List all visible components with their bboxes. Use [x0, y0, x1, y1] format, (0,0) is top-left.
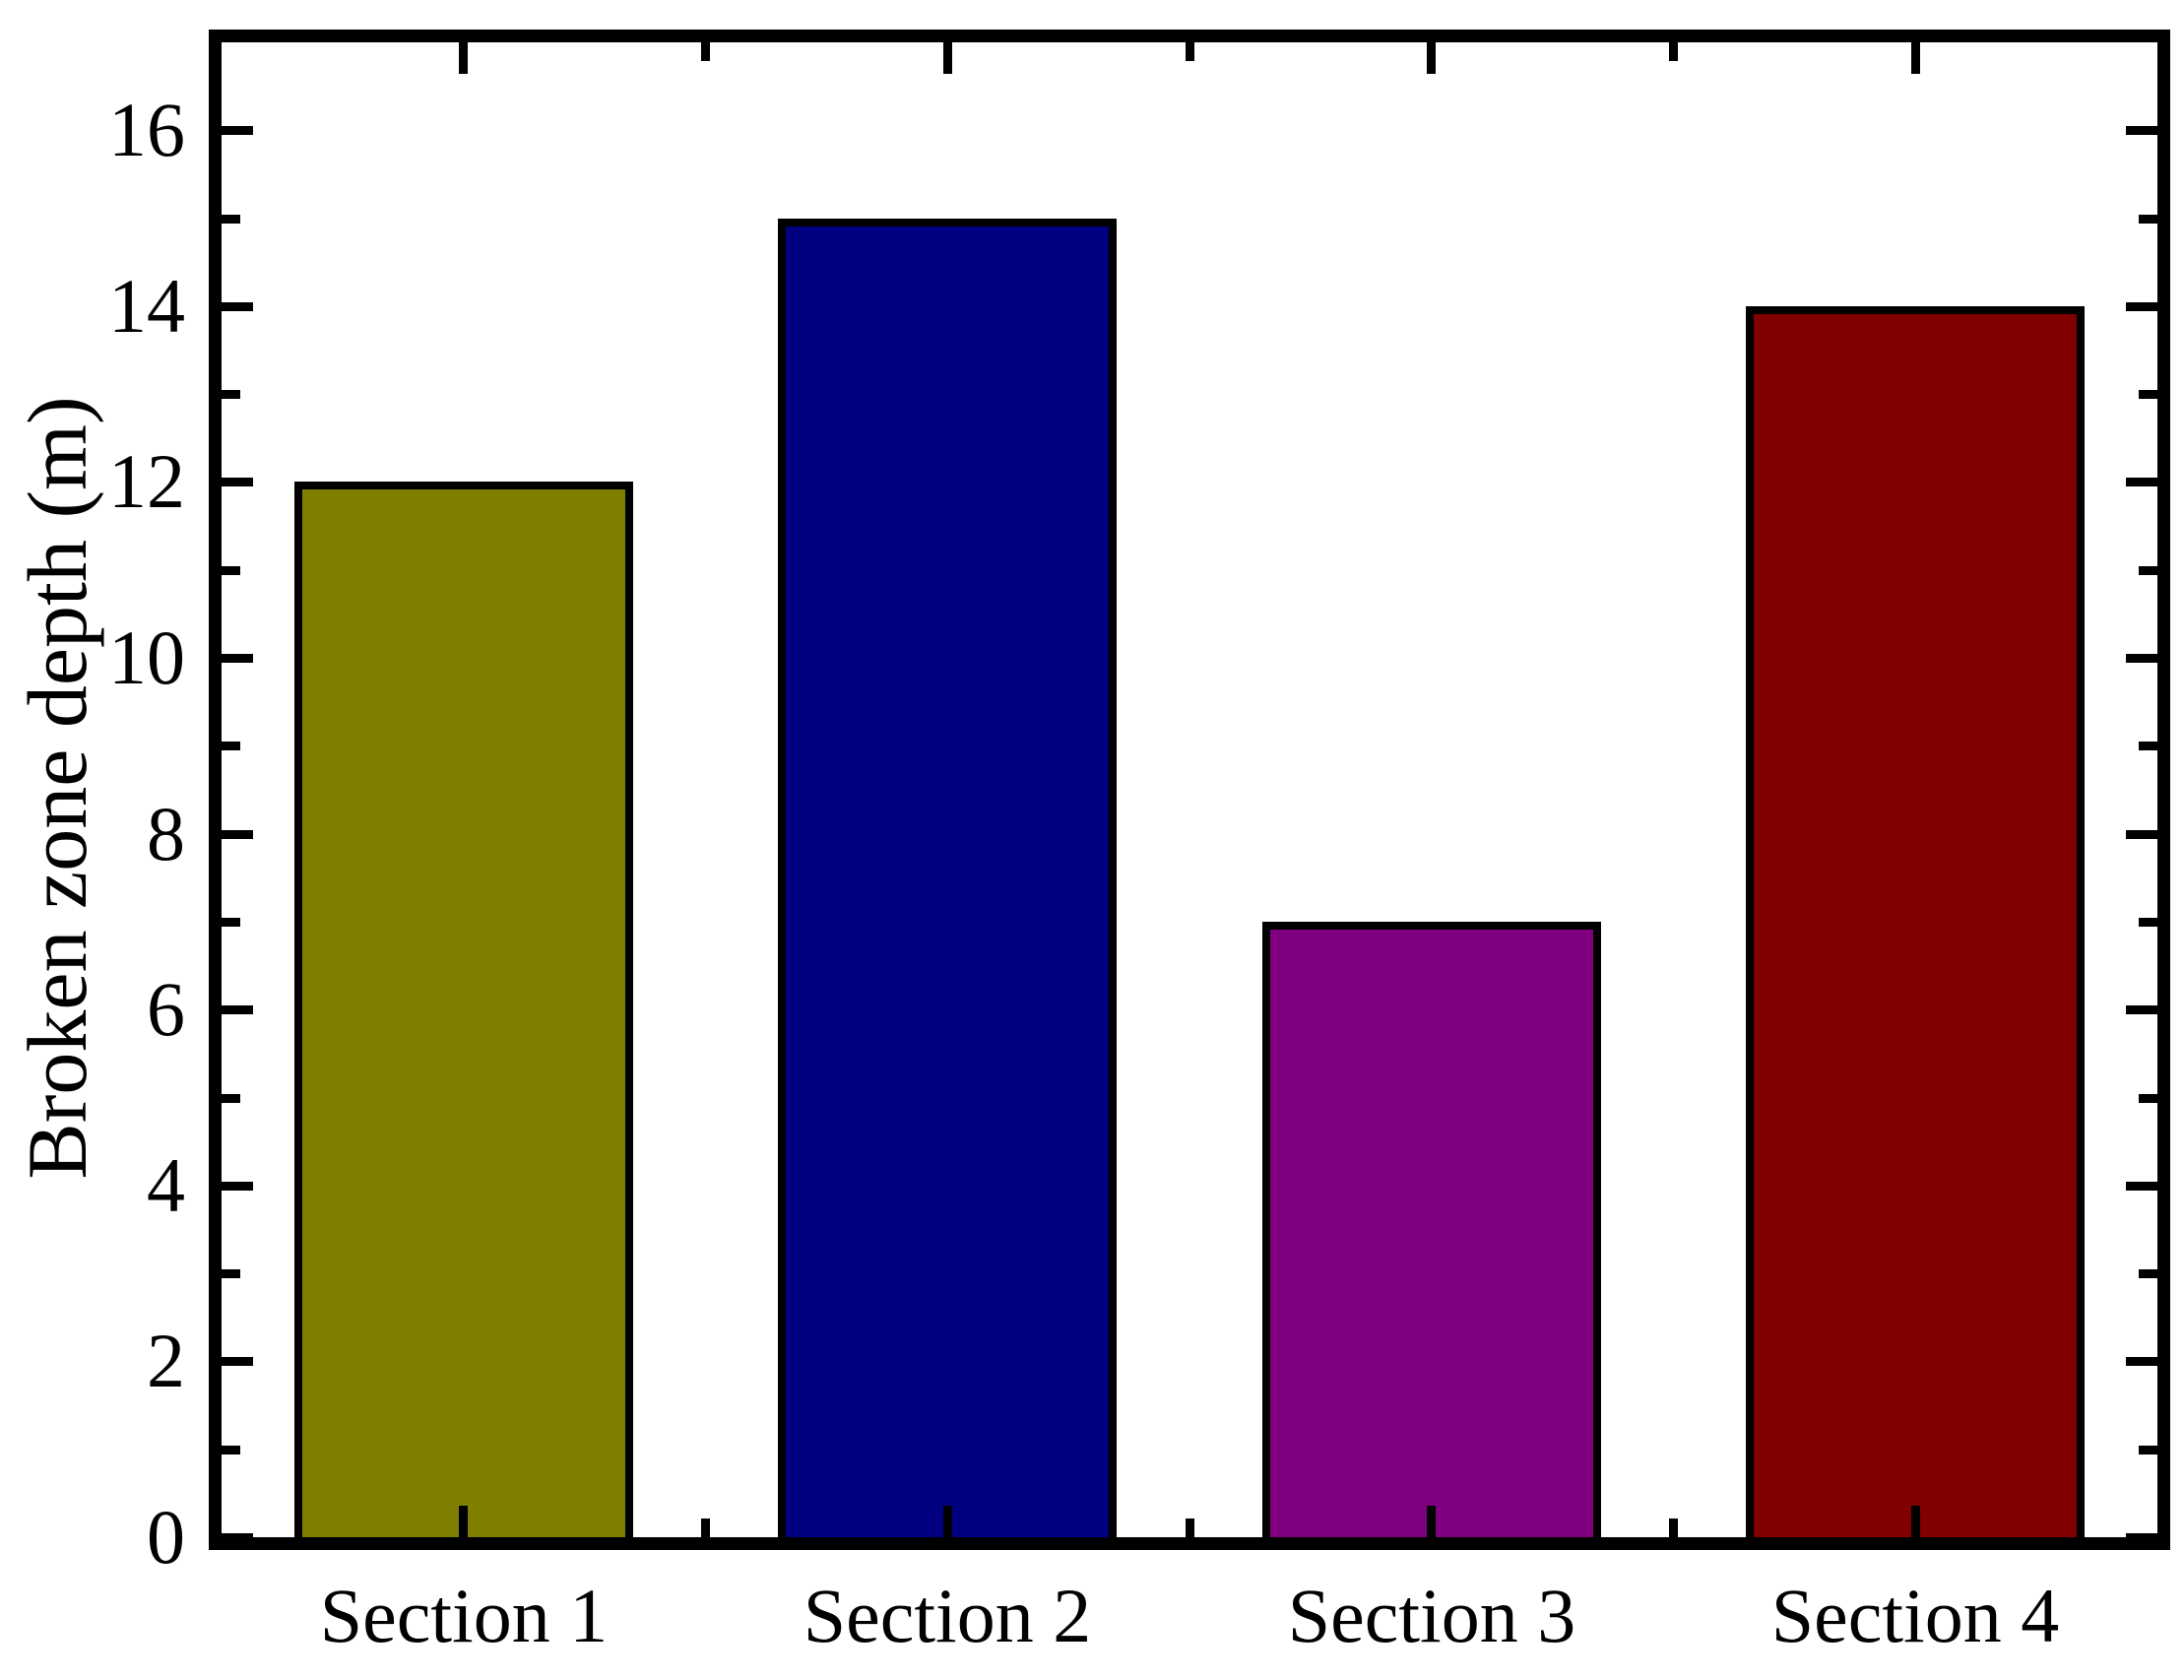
x-axis-top-minor-tick — [701, 42, 710, 61]
y-axis-major-tick — [222, 830, 253, 839]
x-axis-top-major-tick — [459, 42, 468, 74]
y-axis-right-minor-tick — [2139, 566, 2157, 575]
y-axis-right-minor-tick — [2139, 742, 2157, 750]
bar-section-2 — [778, 219, 1117, 1537]
y-axis-right-major-tick — [2126, 302, 2157, 311]
y-axis-minor-tick — [222, 390, 240, 399]
plot-area — [209, 30, 2170, 1550]
y-tick-label: 16 — [108, 87, 185, 172]
y-tick-label: 0 — [147, 1494, 185, 1580]
y-axis-right-minor-tick — [2139, 1094, 2157, 1103]
x-axis-minor-tick — [1669, 1518, 1678, 1537]
y-axis-minor-tick — [222, 1446, 240, 1454]
x-category-label: Section 3 — [1287, 1573, 1576, 1658]
y-axis-right-minor-tick — [2139, 918, 2157, 927]
x-axis-top-major-tick — [1427, 42, 1436, 74]
y-axis-major-tick — [222, 478, 253, 486]
x-category-label: Section 4 — [1770, 1573, 2060, 1658]
y-axis-right-major-tick — [2126, 1357, 2157, 1366]
y-axis-right-major-tick — [2126, 654, 2157, 663]
y-axis-right-minor-tick — [2139, 1446, 2157, 1454]
y-tick-label: 6 — [147, 966, 185, 1052]
y-axis-minor-tick — [222, 566, 240, 575]
x-axis-top-major-tick — [943, 42, 952, 74]
y-axis-minor-tick — [222, 742, 240, 750]
y-axis-right-minor-tick — [2139, 1269, 2157, 1278]
x-axis-major-tick — [943, 1506, 952, 1537]
x-axis-minor-tick — [1186, 1518, 1194, 1537]
bar-section-4 — [1746, 306, 2085, 1537]
y-axis-right-major-tick — [2126, 830, 2157, 839]
y-axis-minor-tick — [222, 1269, 240, 1278]
bar-section-1 — [294, 482, 633, 1537]
x-axis-major-tick — [459, 1506, 468, 1537]
y-axis-major-tick — [222, 654, 253, 663]
y-axis-right-major-tick — [2126, 1005, 2157, 1014]
x-category-label: Section 1 — [319, 1573, 609, 1658]
y-axis-right-minor-tick — [2139, 215, 2157, 224]
y-axis-right-major-tick — [2126, 478, 2157, 486]
y-axis-major-tick — [222, 1533, 253, 1542]
y-axis-right-major-tick — [2126, 1533, 2157, 1542]
y-axis-right-major-tick — [2126, 1182, 2157, 1191]
y-tick-label: 14 — [108, 263, 185, 349]
y-tick-label: 2 — [147, 1318, 185, 1403]
y-axis-major-tick — [222, 126, 253, 135]
x-axis-major-tick — [1427, 1506, 1436, 1537]
x-axis-top-minor-tick — [1186, 42, 1194, 61]
bar-section-3 — [1262, 922, 1601, 1537]
y-axis-major-tick — [222, 302, 253, 311]
x-axis-top-minor-tick — [1669, 42, 1678, 61]
y-axis-minor-tick — [222, 215, 240, 224]
x-axis-top-major-tick — [1911, 42, 1920, 74]
y-axis-right-major-tick — [2126, 126, 2157, 135]
y-axis-minor-tick — [222, 918, 240, 927]
x-axis-major-tick — [1911, 1506, 1920, 1537]
y-tick-label: 4 — [147, 1142, 185, 1228]
y-tick-label: 10 — [108, 614, 185, 700]
y-tick-label: 8 — [147, 791, 185, 876]
y-tick-label: 12 — [108, 438, 185, 524]
y-axis-major-tick — [222, 1357, 253, 1366]
y-axis-right-minor-tick — [2139, 390, 2157, 399]
y-axis-major-tick — [222, 1182, 253, 1191]
y-axis-major-tick — [222, 1005, 253, 1014]
y-axis-minor-tick — [222, 1094, 240, 1103]
x-category-label: Section 2 — [803, 1573, 1092, 1658]
x-axis-minor-tick — [701, 1518, 710, 1537]
